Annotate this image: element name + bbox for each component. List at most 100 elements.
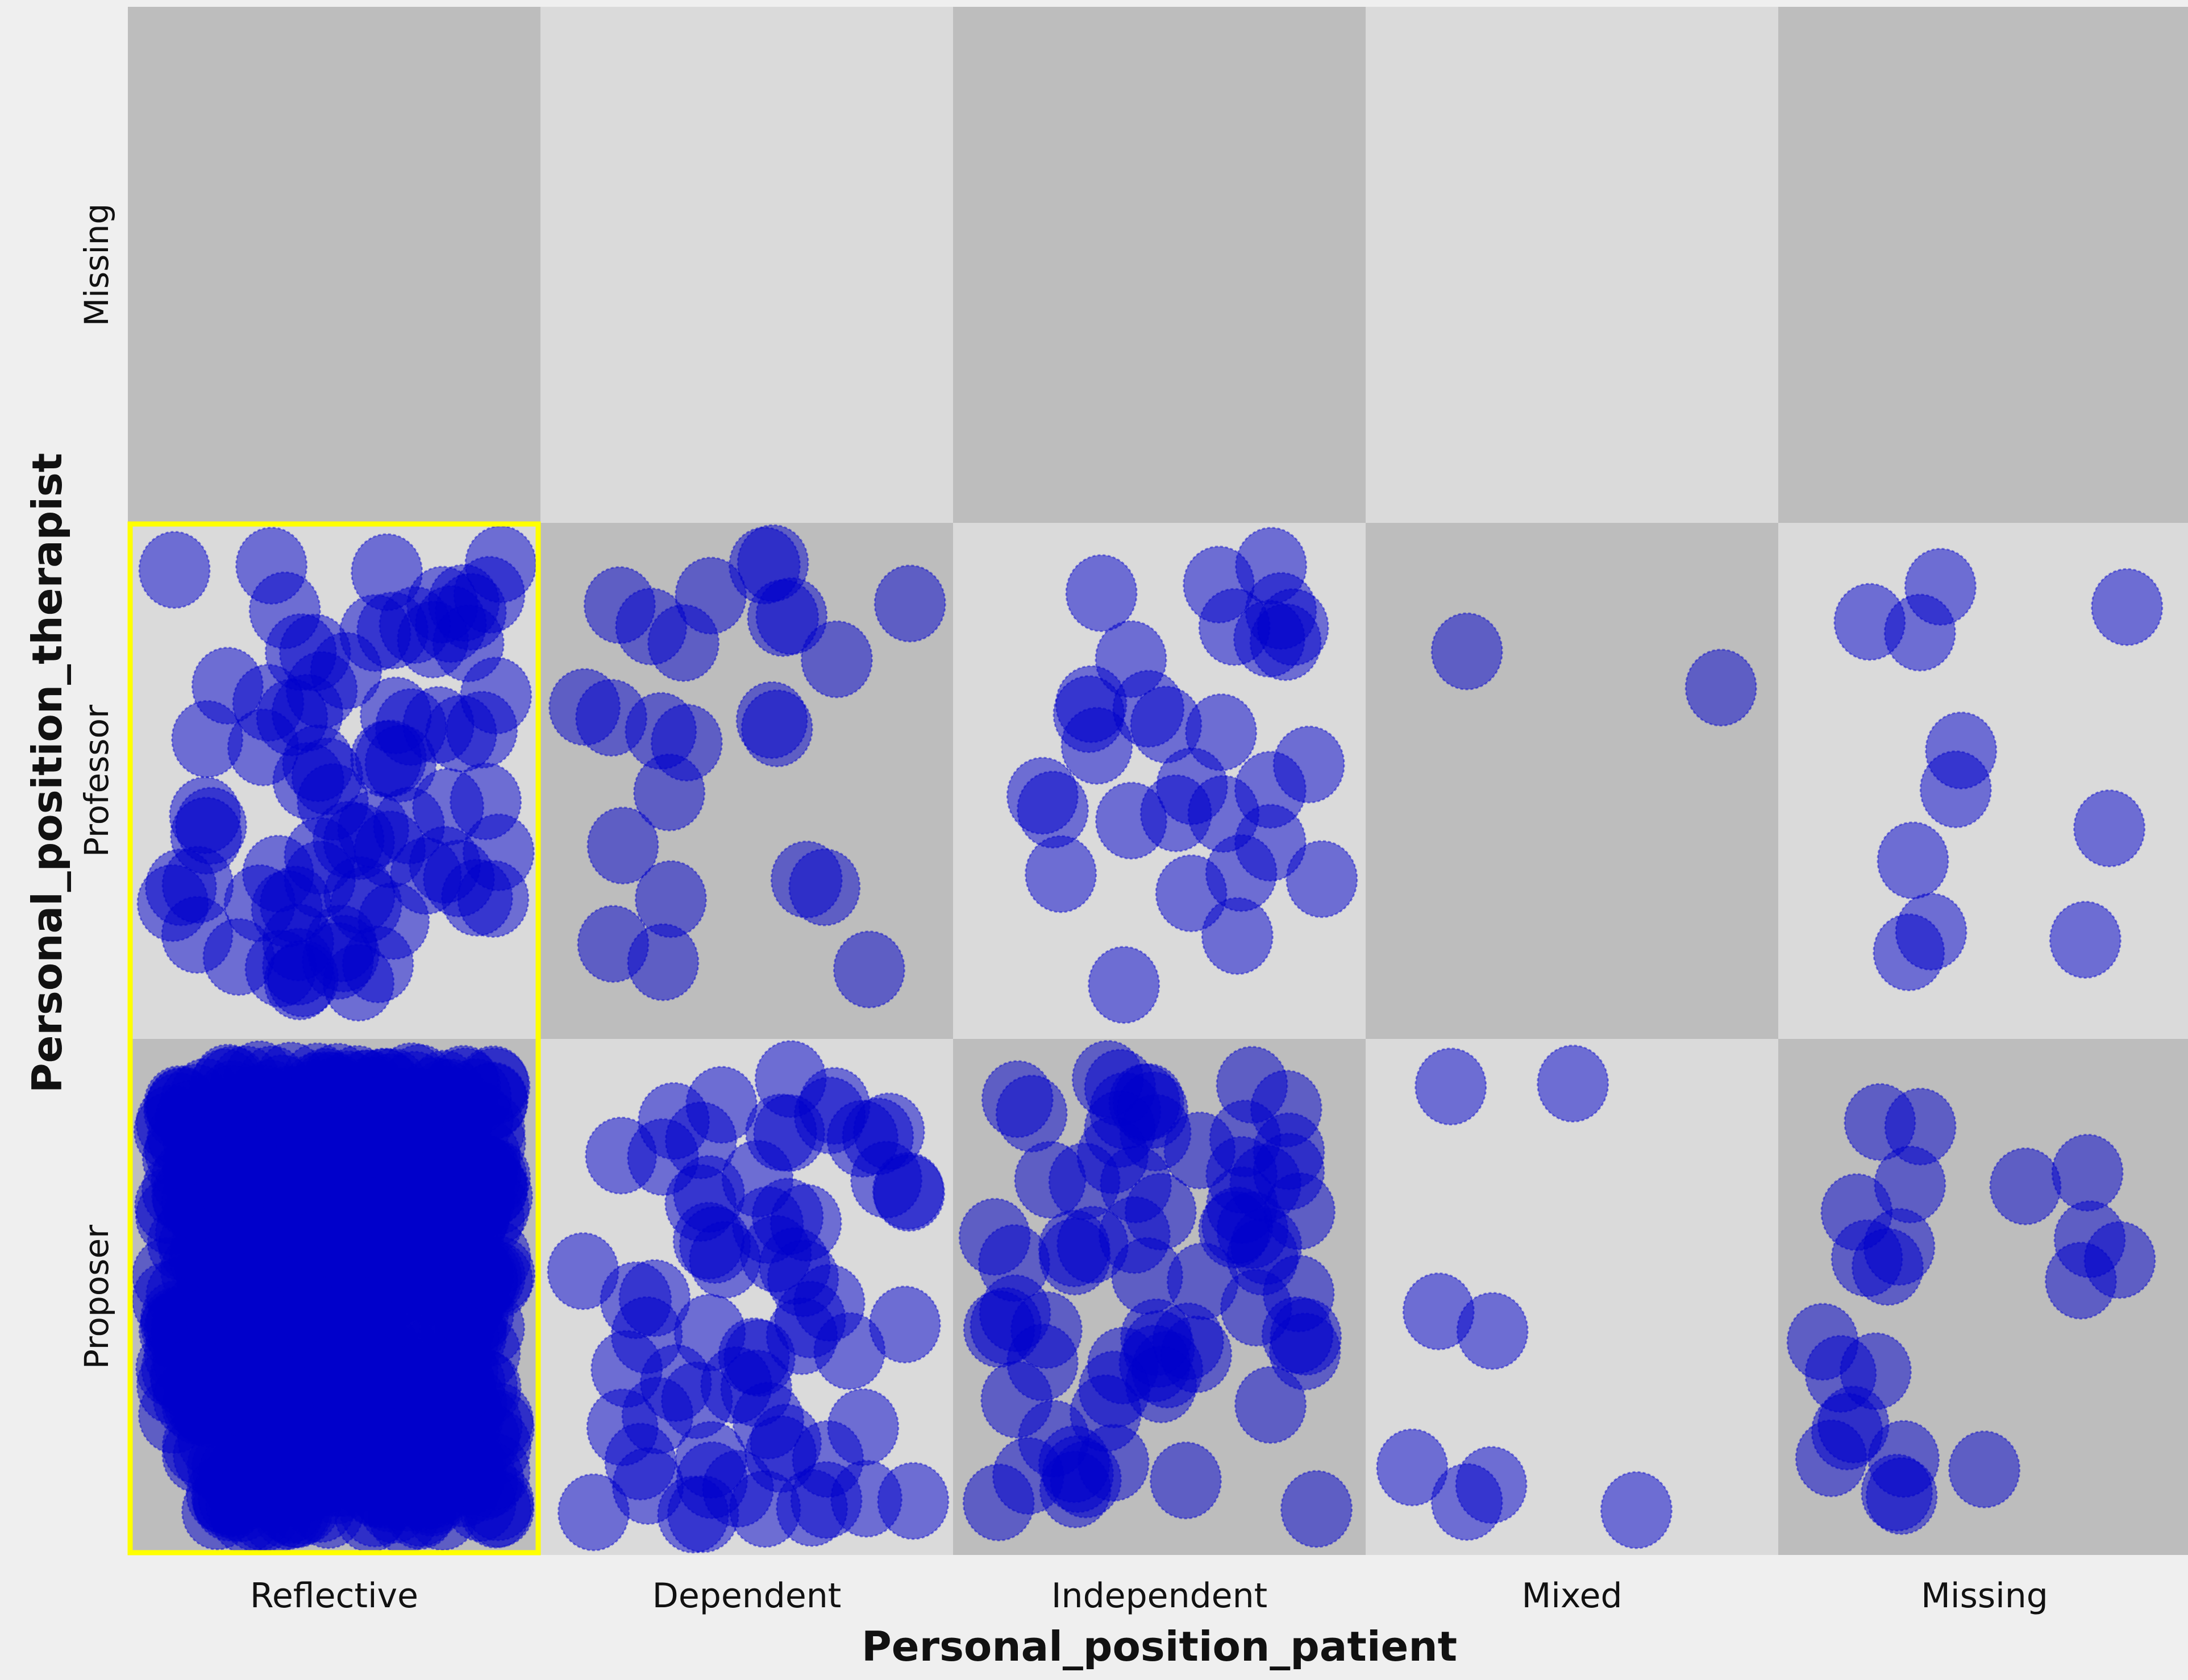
point [590, 1330, 663, 1408]
point [1130, 685, 1203, 764]
point [558, 1473, 630, 1552]
point [1989, 1147, 2062, 1225]
point [1250, 1070, 1322, 1148]
point [1537, 1045, 1609, 1123]
point [464, 525, 537, 604]
point [282, 724, 355, 802]
point [446, 691, 518, 769]
point [1014, 1141, 1087, 1219]
y-axis-title: Personal_position_therapist [23, 453, 71, 1093]
point [1201, 897, 1274, 975]
point [2091, 568, 2164, 646]
point [1100, 1145, 1172, 1224]
point [357, 881, 430, 960]
point [462, 1470, 535, 1548]
y-tick-label: Missing [77, 203, 116, 326]
point [1088, 946, 1160, 1024]
point [339, 1450, 412, 1528]
point [351, 533, 423, 612]
point [2073, 789, 2146, 867]
point [1042, 1435, 1114, 1513]
point [264, 1137, 336, 1215]
x-tick-label: Missing [1921, 1576, 2048, 1616]
point [586, 806, 659, 885]
point [664, 1101, 737, 1179]
point [675, 556, 747, 635]
point [1415, 1047, 1487, 1126]
point [1205, 1136, 1278, 1214]
point [414, 585, 487, 663]
point [189, 1048, 261, 1126]
highlight-box [127, 521, 541, 1556]
cell-mixed-missing [1366, 7, 1778, 523]
point [456, 1149, 529, 1227]
point [457, 860, 530, 938]
point [1017, 771, 1089, 849]
x-tick-label: Reflective [250, 1576, 418, 1616]
point [1430, 612, 1503, 691]
point [700, 1346, 773, 1424]
point [868, 1286, 941, 1363]
point [405, 1371, 478, 1449]
point [1071, 1039, 1144, 1118]
point [788, 848, 861, 926]
point [1839, 1332, 1912, 1411]
point [1166, 1242, 1239, 1320]
y-tick-label: Proposer [77, 1225, 116, 1369]
point [793, 1076, 866, 1155]
point [200, 1343, 273, 1421]
point [548, 668, 621, 746]
point [1122, 1309, 1195, 1388]
point [872, 1151, 945, 1230]
point [981, 1060, 1054, 1138]
x-tick-label: Independent [1051, 1576, 1267, 1616]
point [1895, 892, 1967, 971]
point [583, 566, 656, 644]
point [138, 531, 211, 609]
point [627, 923, 700, 1001]
point [321, 1104, 393, 1183]
point [2051, 1133, 2124, 1212]
point [1684, 648, 1757, 727]
point [161, 1407, 234, 1485]
point [1376, 1428, 1449, 1507]
cell-reflective-missing [128, 7, 540, 523]
point [2053, 1200, 2126, 1278]
point [747, 579, 820, 657]
point [144, 1112, 217, 1190]
point [1070, 1374, 1142, 1453]
x-tick-label: Mixed [1521, 1576, 1622, 1616]
point [873, 564, 946, 643]
point [689, 1221, 761, 1299]
point [1006, 1323, 1079, 1402]
x-axis-title: Personal_position_patient [862, 1623, 1457, 1670]
point [830, 1459, 902, 1538]
point [191, 647, 264, 725]
point [1065, 554, 1138, 633]
y-tick-label: Professor [77, 705, 116, 857]
point [198, 1251, 270, 1329]
point [702, 1449, 775, 1528]
point [547, 1232, 619, 1311]
cell-dependent-missing [540, 7, 953, 523]
point [1430, 1463, 1503, 1541]
point [1038, 1217, 1111, 1296]
point-layer [131, 524, 2164, 1554]
x-tick-labels: Reflective Dependent Independent Mixed Missi… [250, 1576, 2048, 1616]
point [1155, 854, 1228, 933]
point [1234, 1366, 1307, 1444]
point [1833, 583, 1906, 661]
point [769, 1183, 842, 1262]
point [196, 1146, 269, 1225]
point [1187, 775, 1260, 853]
point [248, 571, 321, 650]
point [321, 1274, 394, 1353]
cell-independent-missing [953, 7, 1366, 523]
highlight-layer [127, 521, 541, 1556]
point [1600, 1471, 1673, 1549]
point [438, 1232, 511, 1309]
point [978, 1224, 1050, 1302]
point [1877, 821, 1949, 900]
point [1198, 588, 1271, 666]
point [1844, 1083, 1916, 1161]
